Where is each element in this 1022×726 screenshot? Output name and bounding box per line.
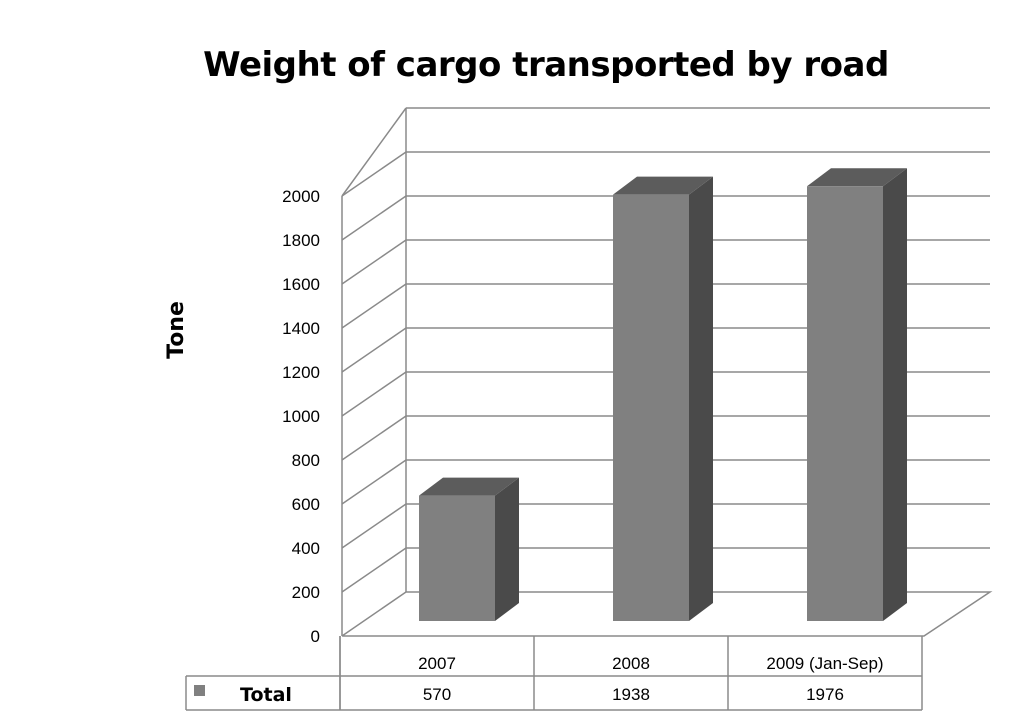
bar	[807, 186, 883, 621]
gridline	[341, 459, 990, 505]
legend-key	[194, 685, 205, 696]
data-table: 2007 2008 2009 (Jan-Sep) 570 1938 1976 Total	[185, 636, 923, 711]
x-category-label: 2007	[418, 654, 456, 673]
y-tick-label: 600	[292, 495, 320, 514]
data-table-value: 1938	[612, 685, 650, 704]
gridline	[341, 371, 990, 417]
legend-label: Total	[240, 684, 292, 706]
gridline	[341, 503, 990, 549]
bar-top	[807, 168, 907, 187]
data-table-value: 1976	[806, 685, 844, 704]
data-table-value: 570	[423, 685, 451, 704]
y-tick-label: 200	[292, 583, 320, 602]
gridline	[341, 415, 990, 461]
y-tick-label: 1800	[282, 231, 320, 250]
y-tick-label: 800	[292, 451, 320, 470]
y-axis-ticks: 0 200 400 600 800 1000 1200 1400 1600 1800 2000	[282, 187, 320, 646]
bar-side	[883, 168, 907, 621]
y-tick-label: 1600	[282, 275, 320, 294]
gridline	[341, 195, 990, 241]
x-category-label: 2008	[612, 654, 650, 673]
chart-title: Weight of cargo transported by road	[203, 45, 889, 85]
bar	[419, 495, 495, 621]
bar	[613, 194, 689, 621]
bar-side	[689, 176, 713, 621]
wall-top-diagonal	[341, 107, 407, 197]
y-tick-label: 0	[311, 627, 320, 646]
gridlines	[341, 107, 993, 637]
gridline	[341, 327, 990, 373]
y-tick-label: 1200	[282, 363, 320, 382]
y-axis-label: Tone	[164, 301, 189, 359]
bar-side	[495, 477, 519, 621]
y-tick-label: 2000	[282, 187, 320, 206]
bars	[419, 168, 907, 621]
y-tick-label: 400	[292, 539, 320, 558]
bar-top	[613, 176, 713, 195]
y-tick-label: 1400	[282, 319, 320, 338]
gridline	[341, 239, 990, 285]
bar-top	[419, 477, 519, 496]
y-tick-label: 1000	[282, 407, 320, 426]
gridline	[341, 283, 990, 329]
gridline	[341, 547, 990, 593]
x-category-label: 2009 (Jan-Sep)	[766, 654, 883, 673]
floor-outline	[341, 591, 993, 637]
